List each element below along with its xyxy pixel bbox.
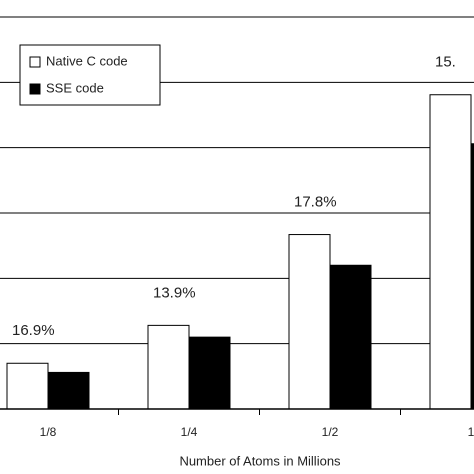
x-tick-label: 1/8 — [40, 425, 57, 439]
bar — [6, 362, 49, 410]
x-tick-label: 1/2 — [322, 425, 339, 439]
bar — [47, 371, 90, 410]
x-tick-label: 1/4 — [181, 425, 198, 439]
bar — [147, 324, 190, 410]
annotation: 15. — [435, 54, 456, 71]
bar — [188, 336, 231, 410]
legend-label: Native C code — [46, 53, 128, 68]
bar — [329, 264, 372, 410]
bar — [429, 94, 472, 410]
legend-swatch — [29, 83, 41, 95]
legend-label: SSE code — [46, 80, 104, 95]
annotation: 17.8% — [294, 194, 337, 211]
bar — [470, 143, 474, 410]
bar — [288, 234, 331, 410]
annotation: 16.9% — [12, 322, 55, 339]
x-axis-label: Number of Atoms in Millions — [179, 453, 341, 468]
legend-swatch — [29, 56, 41, 68]
x-tick-label: 1 — [468, 425, 474, 439]
annotation: 13.9% — [153, 284, 196, 301]
legend-box — [19, 44, 161, 106]
